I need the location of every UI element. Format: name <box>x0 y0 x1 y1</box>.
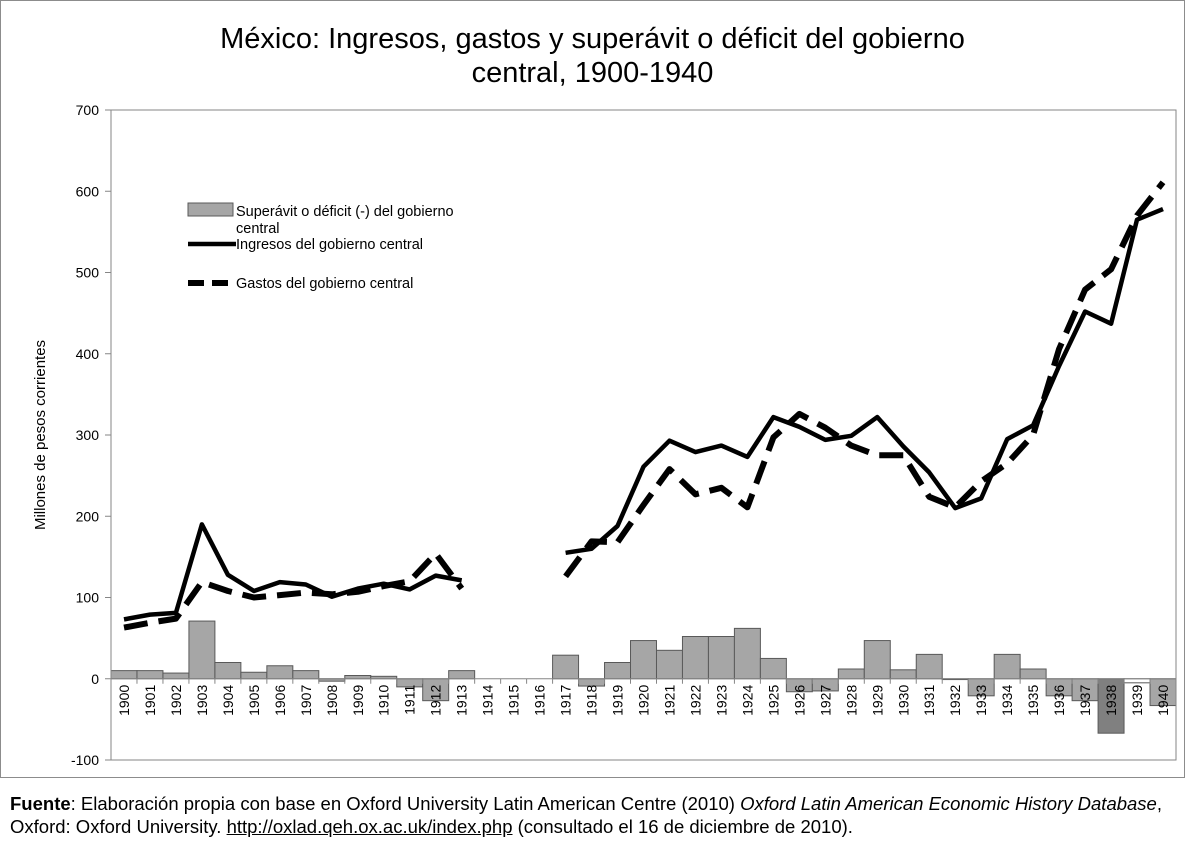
source-text-2: , Oxford: Oxford University. <box>10 793 1162 837</box>
x-tick-label: 1900 <box>116 685 132 716</box>
x-tick-label: 1905 <box>246 685 262 716</box>
x-tick-label: 1902 <box>168 685 184 716</box>
x-tick-label: 1925 <box>765 685 781 716</box>
legend: Superávit o déficit (-) del gobierno cent… <box>187 202 454 292</box>
x-tick-label: 1921 <box>661 685 677 716</box>
x-tick-label: 1926 <box>791 685 807 716</box>
x-tick-label: 1904 <box>220 685 236 716</box>
bar-1922 <box>681 636 709 680</box>
x-tick-label: 1909 <box>350 685 366 716</box>
source-text-3: (consultado el 16 de diciembre de 2010). <box>512 816 853 837</box>
bar-series <box>110 620 1177 734</box>
bar-1906 <box>266 665 294 680</box>
x-tick-label: 1908 <box>324 685 340 716</box>
chart-plot: -100 0 100 200 300 400 500 600 700 1900 1901 1902 19… <box>32 102 1177 768</box>
y-tick-label: 600 <box>76 183 100 199</box>
legend-label-gastos: Gastos del gobierno central <box>236 276 413 292</box>
x-tick-label: 1923 <box>713 685 729 716</box>
line-series <box>123 180 1166 631</box>
x-tick-label: 1931 <box>921 685 937 716</box>
x-tick-label: 1930 <box>895 685 911 716</box>
x-tick-label: 1928 <box>843 685 859 716</box>
source-text-1: : Elaboración propia con base en Oxford … <box>70 793 741 814</box>
tick-labels: -100 0 100 200 300 400 500 600 700 1900 1901 1902 19… <box>32 102 1171 768</box>
bar-1901 <box>136 670 164 680</box>
bar-1904 <box>214 662 242 680</box>
ingresos-line <box>123 207 1164 622</box>
x-tick-label: 1937 <box>1077 685 1093 716</box>
x-tick-label: 1932 <box>947 685 963 716</box>
y-tick-label: 200 <box>76 508 100 524</box>
bar-1934 <box>993 653 1021 680</box>
x-tick-label: 1918 <box>584 685 600 716</box>
x-tick-label: 1929 <box>869 685 885 716</box>
bar-1931 <box>915 653 943 680</box>
x-tick-label: 1933 <box>973 685 989 716</box>
bar-1930 <box>889 669 917 680</box>
x-tick-label: 1911 <box>402 685 418 715</box>
x-tick-label: 1912 <box>428 685 444 716</box>
bar-1913 <box>448 670 476 680</box>
bar-1917 <box>552 654 580 680</box>
bar-1939 <box>1123 678 1151 684</box>
x-tick-label: 1917 <box>558 685 574 716</box>
legend-label-superavit: Superávit o déficit (-) del gobierno cent… <box>236 204 454 237</box>
y-tick-label: 700 <box>76 102 100 118</box>
bar-1923 <box>707 636 735 680</box>
y-tick-label: 300 <box>76 427 100 443</box>
x-tick-label: 1920 <box>636 685 652 716</box>
y-tick-label: 500 <box>76 265 100 281</box>
bar-1920 <box>630 640 657 680</box>
y-tick-label: 0 <box>91 671 99 687</box>
bar-1907 <box>292 670 320 680</box>
x-tick-label: 1927 <box>817 685 833 716</box>
x-tick-label: 1903 <box>194 685 210 716</box>
x-tick-label: 1935 <box>1025 685 1041 716</box>
y-tick-label: 100 <box>76 590 100 606</box>
bar-1900 <box>110 670 138 680</box>
y-tick-label: -100 <box>71 752 99 768</box>
bar-1929 <box>863 640 891 680</box>
legend-label-ingresos: Ingresos del gobierno central <box>236 237 423 253</box>
x-tick-label: 1915 <box>506 685 522 716</box>
x-tick-label: 1922 <box>687 685 703 716</box>
bar-1921 <box>655 649 683 680</box>
x-tick-label: 1924 <box>739 685 755 716</box>
x-tick-label: 1914 <box>480 685 496 716</box>
x-tick-label: 1916 <box>532 685 548 716</box>
x-tick-label: 1913 <box>454 685 470 716</box>
x-tick-label: 1938 <box>1103 685 1119 716</box>
source-link[interactable]: http://oxlad.qeh.ox.ac.uk/index.php <box>226 816 513 837</box>
y-tick-label: 400 <box>76 346 100 362</box>
x-tick-label: 1940 <box>1155 685 1171 716</box>
bar-1928 <box>837 668 865 680</box>
source-database-title: Oxford Latin American Economic History D… <box>740 793 1157 814</box>
bar-1903 <box>188 620 216 680</box>
x-tick-label: 1936 <box>1051 685 1067 716</box>
source-note: Fuente: Elaboración propia con base en O… <box>10 792 1170 838</box>
source-label: Fuente <box>10 793 71 814</box>
x-tick-label: 1919 <box>610 685 626 716</box>
bar-1902 <box>162 672 190 680</box>
y-axis-label: Millones de pesos corrientes <box>32 340 49 530</box>
bar-1935 <box>1019 668 1047 680</box>
chart-title: México: Ingresos, gastos y superávit o d… <box>220 23 965 89</box>
x-tick-label: 1901 <box>142 685 158 716</box>
x-tick-label: 1907 <box>298 685 314 716</box>
bar-1919 <box>604 662 632 680</box>
x-tick-label: 1934 <box>999 685 1015 716</box>
bar-1905 <box>240 671 268 680</box>
x-tick-label: 1910 <box>376 685 392 716</box>
x-tick-label: 1939 <box>1129 685 1145 716</box>
legend-swatch-bar <box>187 202 234 217</box>
x-tick-label: 1906 <box>272 685 288 716</box>
gastos-line <box>123 180 1166 631</box>
axes <box>105 109 1177 761</box>
bar-1924 <box>733 627 761 680</box>
bar-1925 <box>759 657 787 680</box>
